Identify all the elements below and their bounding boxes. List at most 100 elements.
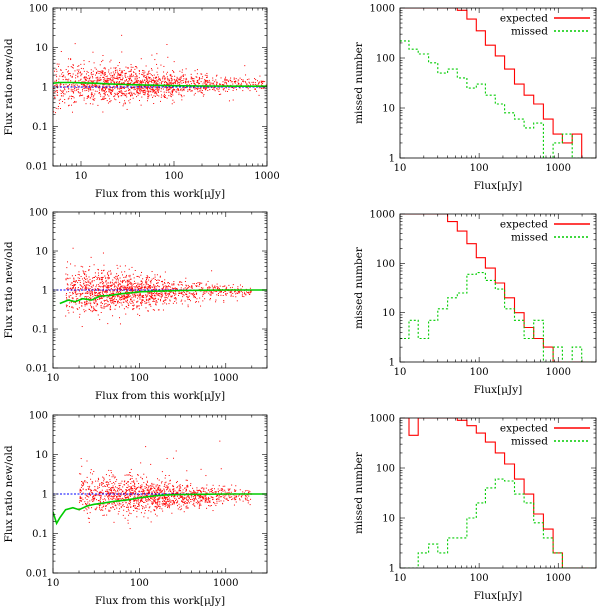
scatter-point	[155, 499, 157, 501]
scatter-point	[213, 488, 215, 490]
scatter-point	[136, 499, 138, 501]
scatter-point	[133, 83, 135, 85]
scatter-point	[176, 496, 178, 498]
scatter-point	[193, 497, 195, 499]
scatter-point	[140, 89, 142, 91]
scatter-point	[76, 88, 78, 90]
scatter-point	[157, 279, 159, 281]
scatter-point	[185, 293, 187, 295]
scatter-point	[161, 503, 163, 505]
scatter-point	[135, 488, 137, 490]
scatter-point	[183, 292, 185, 294]
scatter-point	[72, 288, 74, 290]
scatter-point	[128, 80, 130, 82]
scatter-point	[119, 497, 121, 499]
scatter-point	[112, 296, 114, 298]
scatter-point	[264, 81, 266, 83]
scatter-point	[135, 492, 137, 494]
scatter-point	[147, 87, 149, 89]
scatter-point	[145, 83, 147, 85]
scatter-point	[154, 95, 156, 97]
scatter-point	[128, 71, 130, 73]
scatter-point	[205, 79, 207, 81]
scatter-point	[117, 275, 119, 277]
scatter-point	[121, 286, 123, 288]
scatter-point	[105, 508, 107, 510]
scatter-point	[154, 80, 156, 82]
scatter-point	[213, 492, 215, 494]
scatter-point	[142, 299, 144, 301]
scatter-point	[243, 296, 245, 298]
scatter-point	[226, 83, 228, 85]
scatter-point	[162, 501, 164, 503]
scatter-point	[114, 290, 116, 292]
scatter-point	[122, 486, 124, 488]
x-tick-label: 1000	[546, 163, 571, 174]
scatter-point	[159, 299, 161, 301]
scatter-point	[229, 287, 231, 289]
scatter-point	[236, 496, 238, 498]
scatter-point	[153, 288, 155, 290]
scatter-point	[172, 99, 174, 101]
scatter-point	[77, 293, 79, 295]
scatter-point	[205, 80, 207, 82]
scatter-point	[107, 80, 109, 82]
scatter-point	[140, 495, 142, 497]
scatter-point	[157, 298, 159, 300]
scatter-point	[80, 94, 82, 96]
scatter-point	[80, 288, 82, 290]
scatter-point	[113, 73, 115, 75]
scatter-point	[78, 88, 80, 90]
scatter-point	[248, 291, 250, 293]
scatter-point	[100, 74, 102, 76]
scatter-point	[138, 296, 140, 298]
scatter-point	[221, 489, 223, 491]
scatter-point	[147, 92, 149, 94]
scatter-point	[150, 521, 152, 523]
plot-area	[53, 34, 267, 114]
scatter-point	[140, 85, 142, 87]
scatter-point	[83, 99, 85, 101]
scatter-point	[94, 275, 96, 277]
scatter-point	[116, 507, 118, 509]
scatter-point	[113, 521, 115, 523]
scatter-point	[220, 93, 222, 95]
scatter-point	[71, 104, 73, 106]
scatter-point	[82, 503, 84, 505]
scatter-point	[176, 288, 178, 290]
scatter-point	[236, 292, 238, 294]
scatter-point	[154, 93, 156, 95]
scatter-point	[135, 86, 137, 88]
scatter-point	[176, 89, 178, 91]
scatter-point	[188, 298, 190, 300]
plot-frame	[399, 213, 597, 363]
scatter-point	[102, 71, 104, 73]
scatter-point	[117, 82, 119, 84]
scatter-point	[140, 302, 142, 304]
scatter-point	[143, 507, 145, 509]
scatter-point	[146, 501, 148, 503]
scatter-point	[106, 285, 108, 287]
scatter-point	[68, 88, 70, 90]
plot-frame	[52, 7, 268, 167]
scatter-point	[150, 494, 152, 496]
scatter-point	[145, 279, 147, 281]
scatter-point	[125, 498, 127, 500]
scatter-point	[141, 302, 143, 304]
scatter-point	[153, 309, 155, 311]
scatter-point	[110, 487, 112, 489]
scatter-point	[175, 492, 177, 494]
scatter-point	[152, 86, 154, 88]
scatter-point	[136, 305, 138, 307]
scatter-point	[168, 283, 170, 285]
scatter-point	[85, 281, 87, 283]
scatter-point	[142, 489, 144, 491]
scatter-point	[118, 295, 120, 297]
scatter-point	[73, 85, 75, 87]
scatter-point	[118, 498, 120, 500]
scatter-point	[164, 287, 166, 289]
scatter-point	[73, 278, 75, 280]
scatter-point	[187, 291, 189, 293]
scatter-point	[146, 302, 148, 304]
scatter-point	[119, 265, 121, 267]
